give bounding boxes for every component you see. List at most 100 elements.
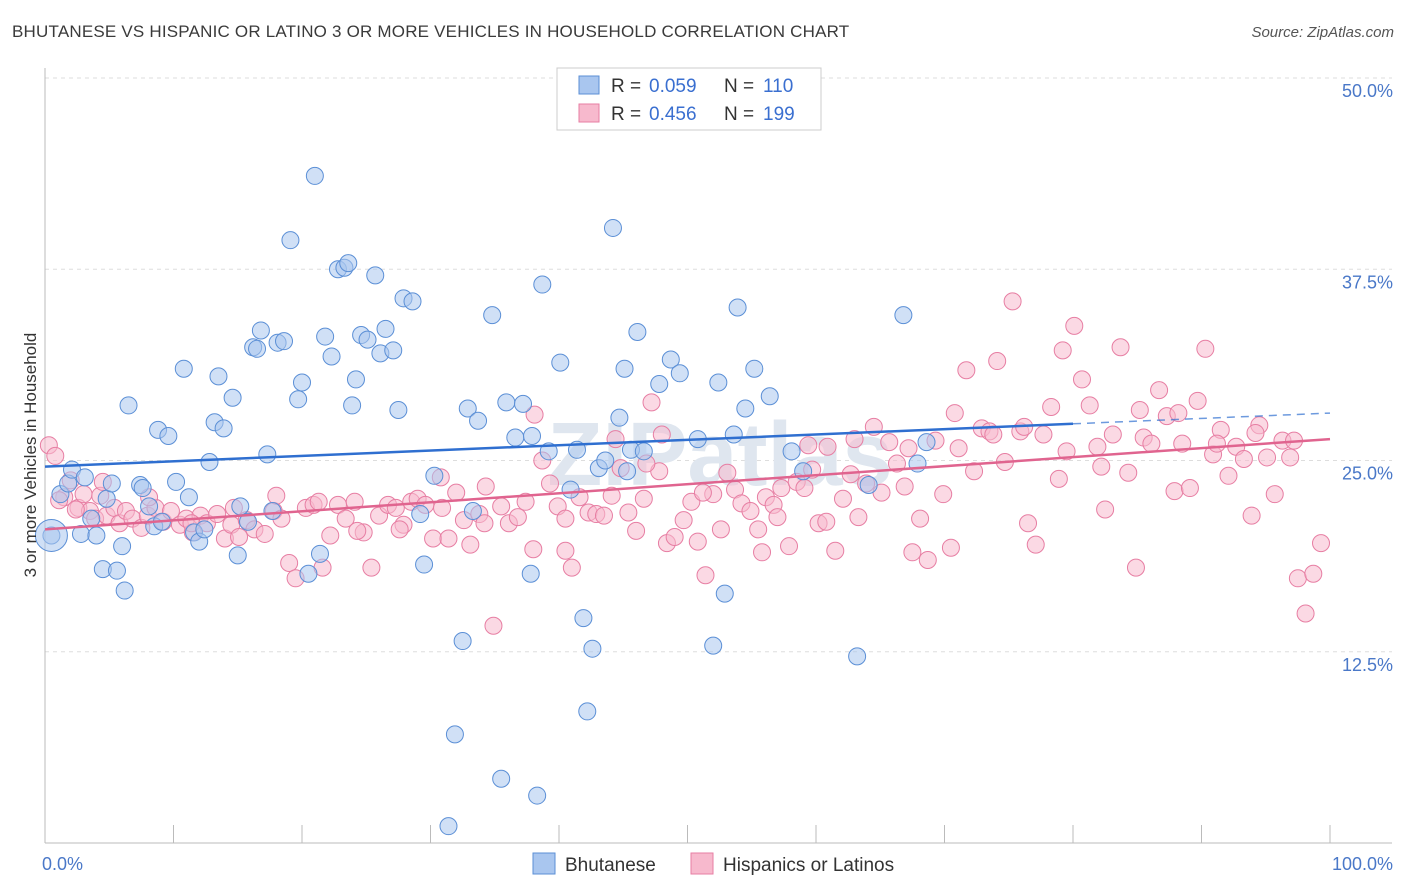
hispanics-point-51 — [424, 529, 443, 548]
bhutanese-point-104 — [709, 373, 728, 392]
trend-lines — [44, 412, 1331, 531]
bhutanese-point-47 — [305, 166, 324, 185]
hispanics-point-194 — [267, 486, 286, 505]
bhutanese-point-98 — [634, 442, 653, 461]
hispanics-point-150 — [1188, 391, 1207, 410]
hispanics-point-178 — [1092, 457, 1111, 476]
hispanics-point-64 — [524, 540, 543, 559]
bhutanese-point-69 — [445, 725, 464, 744]
grid-lines — [45, 77, 1392, 653]
hispanics-point-182 — [1246, 423, 1265, 442]
hispanics-point-179 — [1130, 401, 1149, 420]
bhutanese-point-114 — [859, 475, 878, 494]
axes — [44, 68, 1392, 844]
bhutanese-point-38 — [251, 321, 270, 340]
hispanics-point-149 — [1180, 479, 1199, 498]
bhutanese-point-40 — [263, 501, 282, 520]
legend-swatch-bhutanese — [578, 75, 600, 95]
hispanics-point-40 — [336, 509, 355, 528]
bhutanese-point-82 — [533, 275, 552, 294]
hispanics-point-83 — [674, 511, 693, 530]
hispanics-point-24 — [208, 505, 227, 524]
bhutanese-point-85 — [561, 480, 580, 499]
hispanics-point-165 — [1304, 564, 1323, 583]
hispanics-point-121 — [965, 462, 984, 481]
legend-r-value-1: 0.059 — [649, 76, 697, 97]
hispanics-point-192 — [348, 521, 367, 540]
bhutanese-point-68 — [439, 817, 458, 836]
hispanics-point-189 — [475, 514, 494, 533]
hispanics-point-157 — [1242, 506, 1261, 525]
bhutanese-point-78 — [514, 394, 533, 413]
hispanics-point-177 — [1053, 341, 1072, 360]
hispanics-point-66 — [541, 474, 560, 493]
hispanics-point-99 — [795, 479, 814, 498]
hispanics-point-117 — [934, 485, 953, 504]
y-tick-label-1: 25.0% — [1342, 464, 1393, 484]
legend-r-value-2: 0.456 — [649, 104, 697, 125]
bhutanese-point-92 — [603, 218, 622, 237]
bhutanese-point-115 — [894, 306, 913, 325]
bhutanese-point-103 — [704, 636, 723, 655]
bhutanese-point-87 — [574, 609, 593, 628]
bhutanese-point-46 — [299, 564, 318, 583]
hispanics-point-85 — [688, 532, 707, 551]
bhutanese-point-39 — [258, 445, 277, 464]
bhutanese-point-66 — [415, 555, 434, 574]
bhutanese-point-70 — [453, 632, 472, 651]
hispanics-point-138 — [1096, 500, 1115, 519]
bhutanese-point-113 — [848, 647, 867, 666]
hispanics-point-136 — [1080, 396, 1099, 415]
hispanics-point-89 — [718, 463, 737, 482]
bhutanese-point-58 — [366, 266, 385, 285]
hispanics-point-172 — [845, 430, 864, 449]
hispanics-point-104 — [833, 489, 852, 508]
bhutanese-point-10 — [102, 474, 121, 493]
bhutanese-point-107 — [728, 298, 747, 317]
hispanics-point-113 — [903, 543, 922, 562]
hispanics-trend-line — [44, 437, 1331, 531]
bhutanese-point-75 — [492, 769, 511, 788]
bhutanese-point-12 — [113, 537, 132, 556]
bhutanese-point-55 — [346, 370, 365, 389]
hispanics-point-137 — [1088, 437, 1107, 456]
hispanics-point-126 — [1003, 292, 1022, 311]
bhutanese-point-71 — [458, 399, 477, 418]
hispanics-point-62 — [508, 508, 527, 527]
source-label: Source: ZipAtlas.com — [1251, 24, 1394, 41]
bhutanese-point-105 — [715, 584, 734, 603]
bhutanese-point-31 — [214, 419, 233, 438]
hispanics-point-106 — [849, 508, 868, 527]
bhutanese-point-44 — [289, 390, 308, 409]
hispanics-point-166 — [1312, 534, 1331, 553]
hispanics-point-120 — [957, 361, 976, 380]
hispanics-point-93 — [749, 520, 768, 539]
bhutanese-point-84 — [551, 353, 570, 372]
legend-box — [556, 67, 822, 131]
bhutanese-point-100 — [661, 350, 680, 369]
hispanics-point-169 — [693, 483, 712, 502]
legend-n-value-1: 110 — [763, 76, 793, 97]
hispanics-point-92 — [741, 501, 760, 520]
bhutanese-point-62 — [389, 401, 408, 420]
bhutanese-point-23 — [174, 359, 193, 378]
hispanics-point-1 — [46, 446, 65, 465]
bhutanese-point-30 — [209, 367, 228, 386]
bhutanese-point-37 — [248, 339, 267, 358]
bhutanese-point-97 — [628, 322, 647, 341]
hispanics-point-58 — [476, 477, 495, 496]
bhutanese-point-21 — [159, 427, 178, 446]
chart-title: BHUTANESE VS HISPANIC OR LATINO 3 OR MOR… — [12, 22, 850, 41]
hispanics-point-112 — [895, 477, 914, 496]
bhutanese-point-99 — [650, 375, 669, 393]
bhutanese-point-43 — [281, 231, 300, 250]
bhutanese-point-93 — [610, 408, 629, 427]
hispanics-point-78 — [634, 489, 653, 508]
bhutanese-point-109 — [745, 359, 764, 378]
legend-swatch-hispanics — [578, 103, 600, 123]
bhutanese-point-11 — [107, 561, 126, 580]
bhutanese-point-45 — [293, 373, 311, 392]
hispanics-point-97 — [780, 537, 799, 556]
hispanics-point-69 — [562, 558, 581, 577]
legend-n-value-2: 199 — [763, 104, 795, 125]
